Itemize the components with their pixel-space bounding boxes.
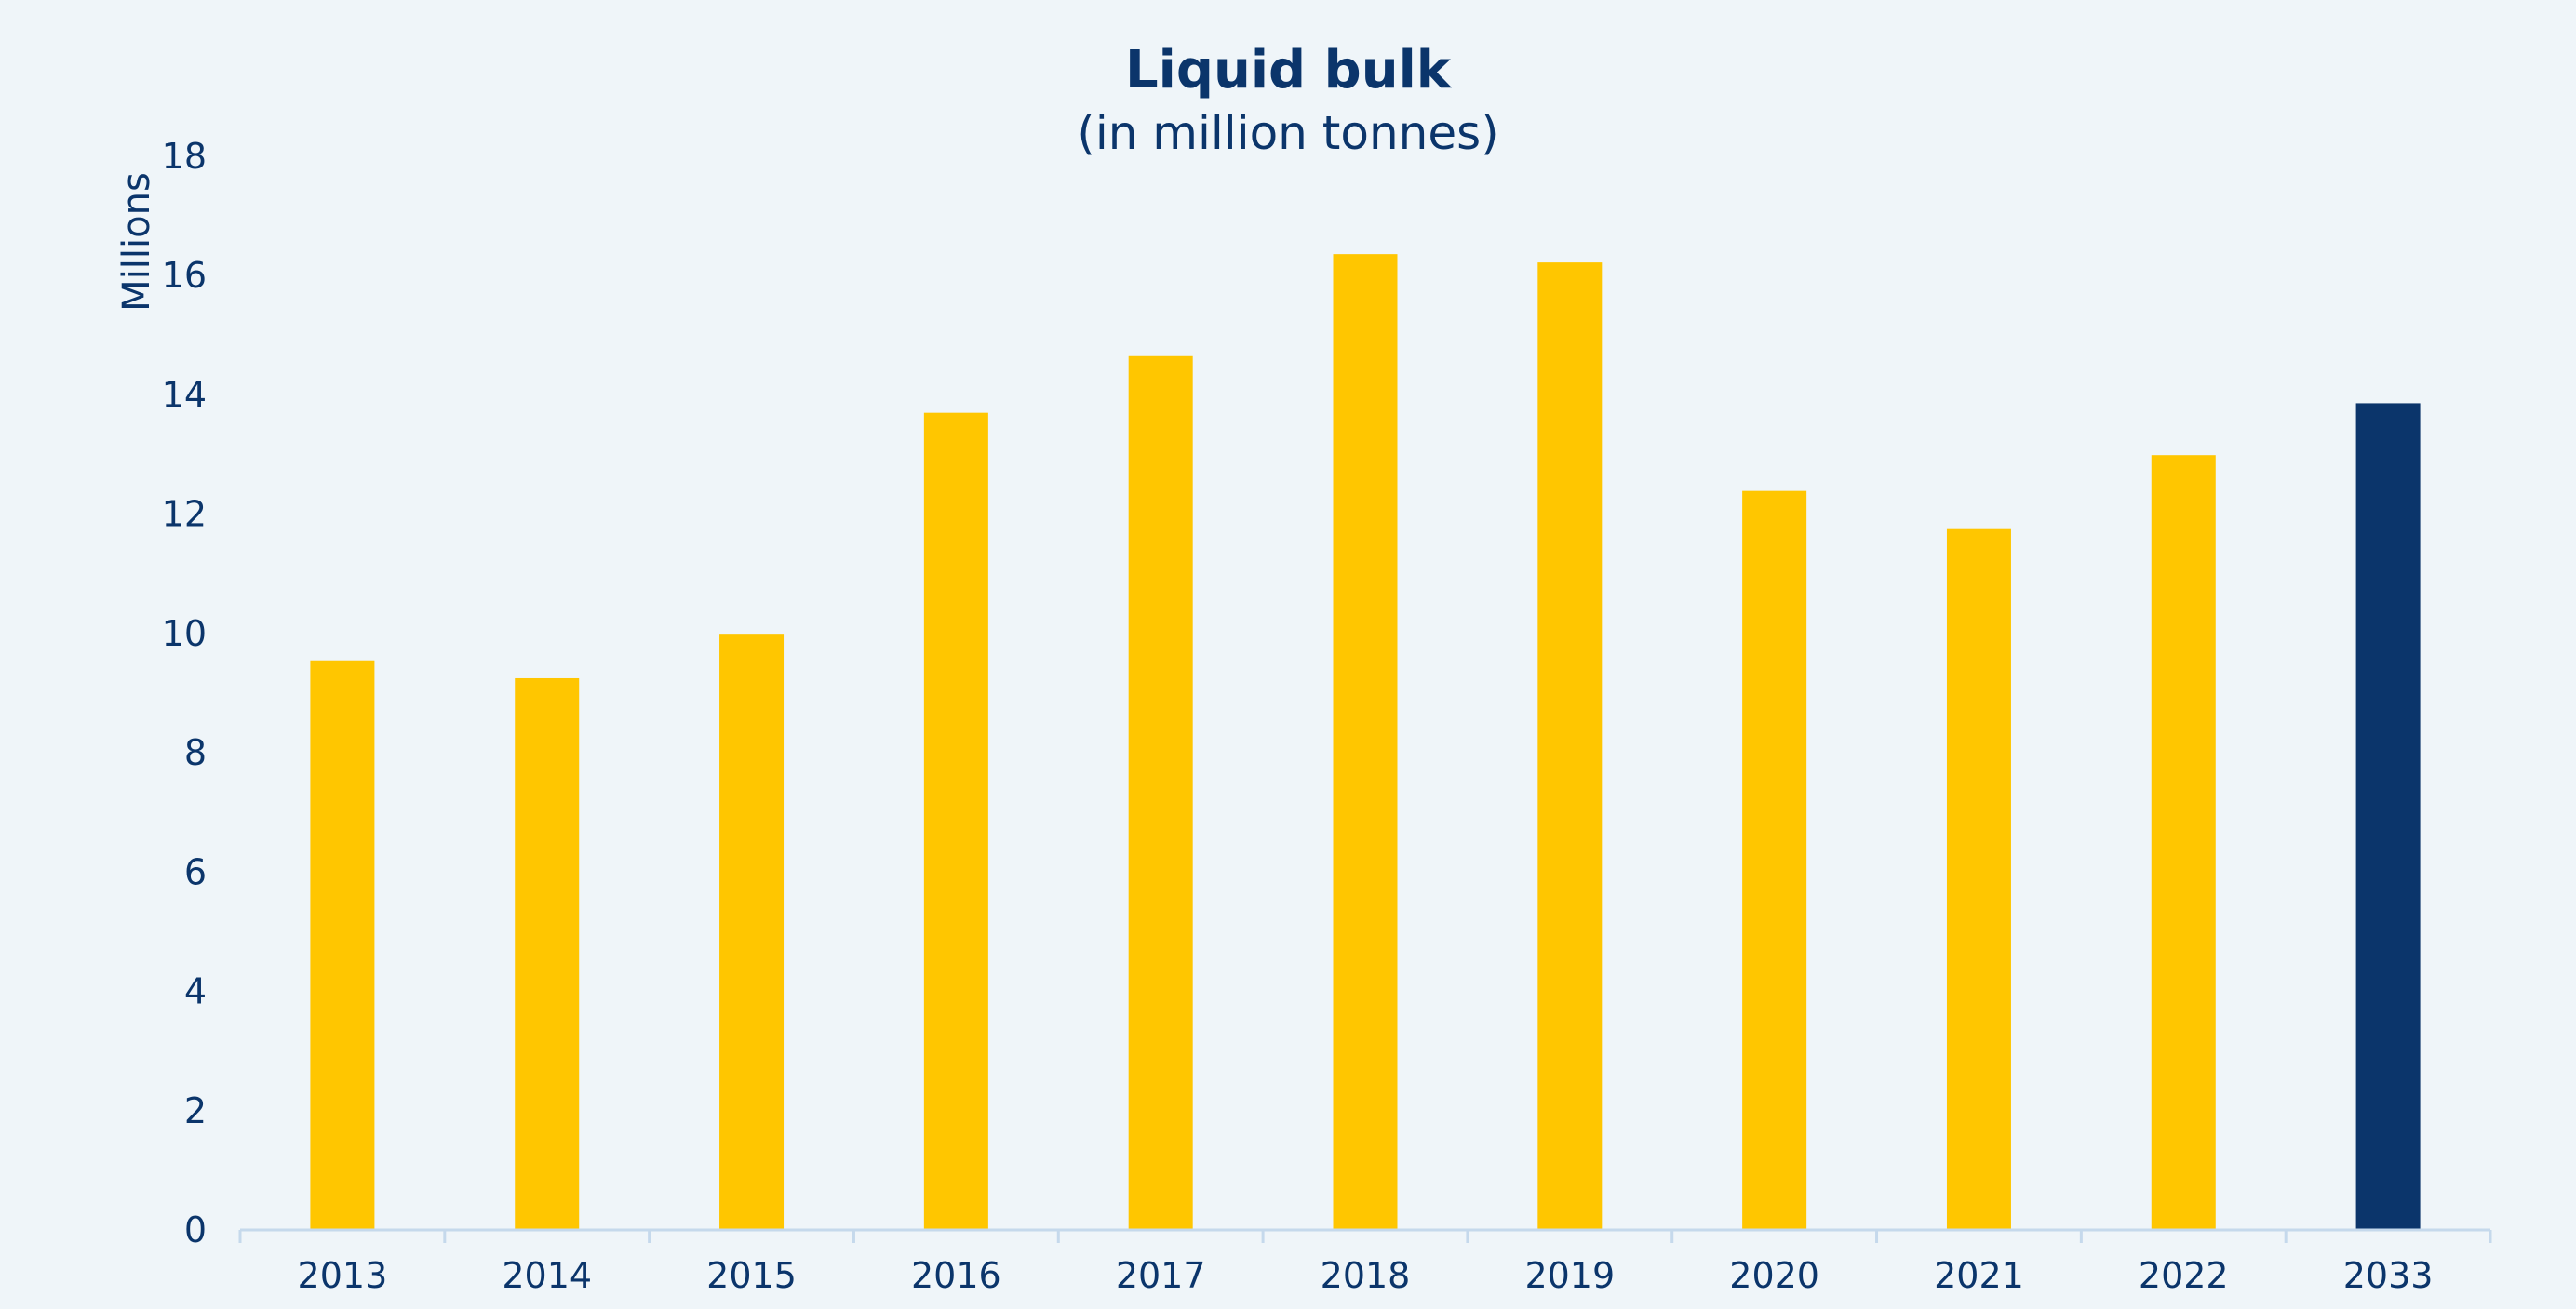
y-axis-title: Millions — [115, 172, 158, 312]
bar-2022 — [2151, 455, 2216, 1230]
y-tick-label: 12 — [162, 494, 207, 535]
x-tick-label: 2018 — [1321, 1255, 1411, 1296]
x-tick-label: 2013 — [298, 1255, 388, 1296]
x-tick-label: 2015 — [706, 1255, 797, 1296]
y-tick-label: 4 — [184, 971, 207, 1012]
x-tick-label: 2033 — [2343, 1255, 2434, 1296]
x-tick-label: 2020 — [1729, 1255, 1819, 1296]
y-tick-label: 10 — [162, 613, 207, 654]
bar-2014 — [515, 677, 580, 1230]
bar-2018 — [1333, 254, 1398, 1230]
x-tick-label: 2021 — [1934, 1255, 2024, 1296]
x-tick-label: 2016 — [911, 1255, 1001, 1296]
bars-group — [310, 254, 2421, 1231]
y-tick-label: 6 — [184, 851, 207, 892]
y-tick-label: 16 — [162, 255, 207, 296]
y-tick-label: 2 — [184, 1090, 207, 1131]
y-tick-label: 14 — [162, 374, 207, 415]
bar-2020 — [1742, 490, 1807, 1230]
bar-2016 — [923, 412, 988, 1231]
bar-2013 — [310, 660, 375, 1230]
bar-2033 — [2355, 403, 2421, 1230]
x-tick-label: 2017 — [1116, 1255, 1206, 1296]
bar-2021 — [1946, 528, 2011, 1230]
x-tick-label: 2019 — [1524, 1255, 1615, 1296]
chart-subtitle: (in million tonnes) — [1077, 106, 1498, 160]
bar-2019 — [1537, 262, 1603, 1230]
bar-2017 — [1128, 355, 1193, 1230]
bar-2015 — [719, 634, 785, 1230]
x-axis-ticks: 2013 2014 2015 2016 2017 2018 2019 2020 2021 2022… — [238, 1230, 2492, 1296]
y-tick-label: 0 — [184, 1209, 207, 1250]
y-tick-label: 18 — [162, 136, 207, 177]
y-tick-label: 8 — [184, 732, 207, 773]
x-tick-label: 2022 — [2139, 1255, 2229, 1296]
y-axis-ticks: 0 2 4 6 8 10 12 14 16 18 — [162, 136, 207, 1250]
chart-title: Liquid bulk — [1125, 40, 1453, 100]
x-tick-label: 2014 — [502, 1255, 592, 1296]
